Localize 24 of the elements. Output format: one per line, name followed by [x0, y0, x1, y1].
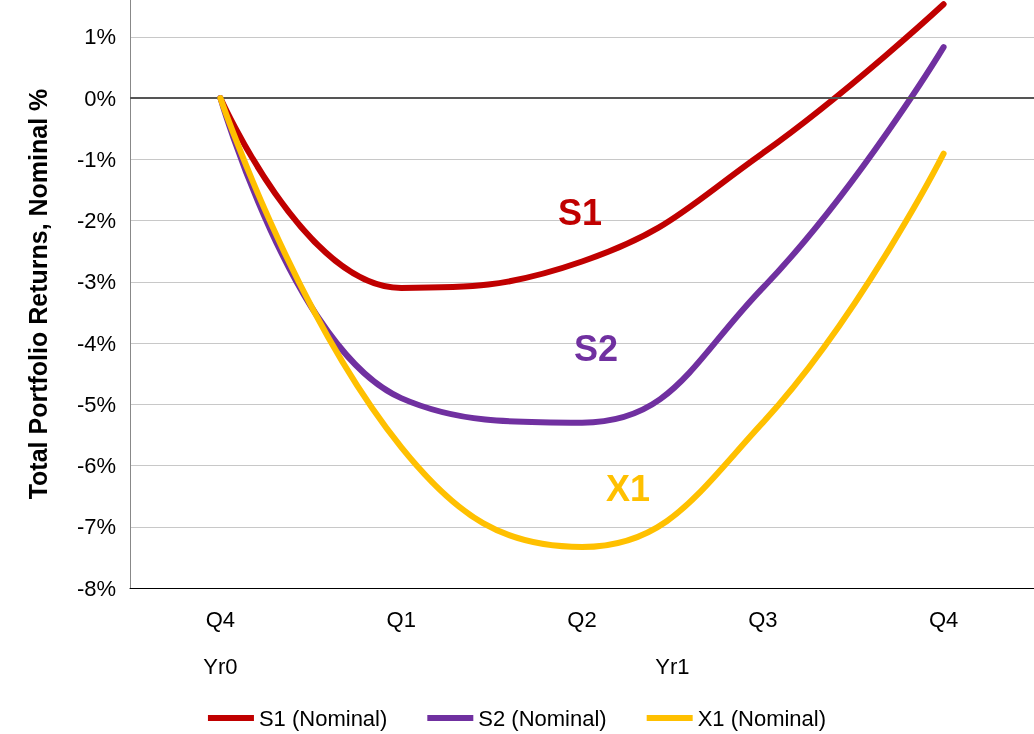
y-tick-label: -7%	[76, 514, 116, 540]
legend-label: X1 (Nominal)	[697, 705, 827, 731]
annotation: S1	[557, 191, 603, 233]
annotation: X1	[605, 467, 651, 509]
y-tick-label: -1%	[76, 146, 116, 172]
legend-label: S1 (Nominal)	[258, 705, 388, 731]
x-tick-label: Q1	[386, 606, 416, 632]
legend-label: S2 (Nominal)	[478, 705, 607, 731]
x-tick-label: Q3	[748, 606, 778, 632]
x-tick-label: Q4	[205, 606, 236, 632]
y-tick-label: 0%	[84, 85, 116, 111]
y-tick-label: -4%	[76, 330, 116, 356]
y-tick-label: 1%	[84, 24, 116, 50]
annotation: S2	[573, 327, 619, 369]
x-tick-label: Q4	[928, 606, 959, 632]
y-tick-label: -2%	[76, 208, 116, 233]
y-tick-label: -8%	[76, 575, 116, 601]
y-axis-title: Total Portfolio Returns, Nominal %	[23, 88, 52, 500]
text: Yr1	[655, 653, 690, 679]
x-tick-label: Q2	[567, 606, 597, 632]
y-tick-label: -5%	[76, 391, 116, 417]
y-tick-label: -6%	[76, 453, 116, 478]
y-tick-label: -3%	[76, 269, 116, 295]
text: Yr0	[203, 653, 238, 679]
